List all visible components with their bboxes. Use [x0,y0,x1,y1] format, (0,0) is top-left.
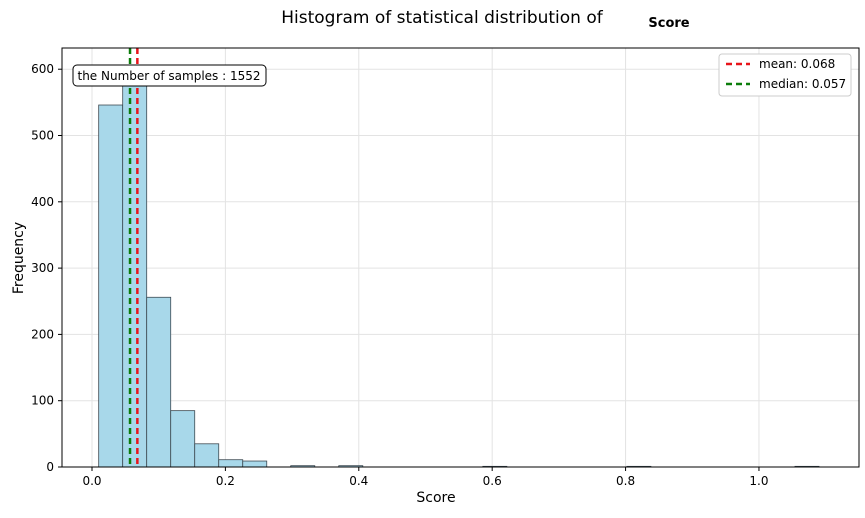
annotation-text: the Number of samples : 1552 [78,69,261,83]
x-tick-label: 0.0 [82,474,101,488]
y-axis-ticks: 0 100 200 300 400 500 600 [31,62,62,474]
plot-area-frame [61,47,860,468]
histogram-bar [98,104,124,468]
histogram-bar [122,80,148,468]
x-tick-label: 0.2 [216,474,235,488]
y-tick-label: 200 [31,327,54,341]
histogram-bar [242,460,268,468]
grid-lines [62,48,859,468]
x-tick-label: 0.6 [483,474,502,488]
x-tick-label: 0.4 [349,474,368,488]
y-tick-label: 400 [31,195,54,209]
chart-title: Histogram of statistical distribution of [281,8,604,28]
y-tick-label: 500 [31,129,54,143]
histogram-bar [146,296,172,468]
histogram-bar [194,443,220,468]
y-tick-label: 600 [31,62,54,76]
y-tick-label: 300 [31,261,54,275]
legend-box [718,53,852,97]
histogram-bar [218,459,244,468]
x-axis-label: Score [416,490,455,506]
legend-label-median: median: 0.057 [759,77,846,91]
y-tick-label: 100 [31,394,54,408]
chart-title-variable: Score [648,16,689,31]
histogram-bars [98,80,820,468]
legend: mean: 0.068 median: 0.057 [718,53,852,97]
legend-label-mean: mean: 0.068 [759,57,835,71]
y-axis-label: Frequency [11,222,27,294]
x-tick-label: 0.8 [616,474,635,488]
x-tick-label: 1.0 [749,474,768,488]
y-tick-label: 0 [46,460,54,474]
annotation-box [72,64,267,87]
x-axis-ticks: 0.0 0.2 0.4 0.6 0.8 1.0 [82,467,769,488]
histogram-bar [170,410,196,468]
sample-count-annotation: the Number of samples : 1552 [72,64,267,87]
